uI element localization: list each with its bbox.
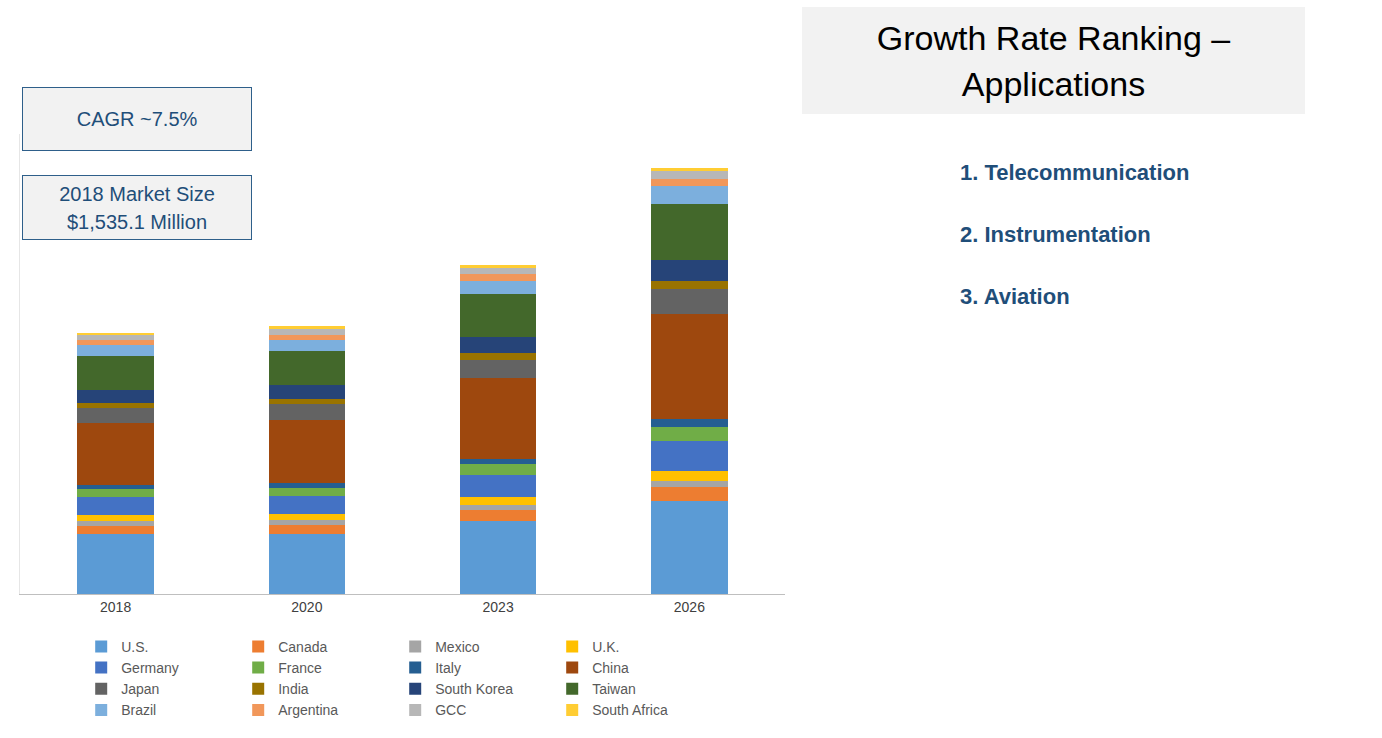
- html-text:3. Aviation: 3. Aviation: [960, 284, 1070, 309]
- svg-text:Taiwan: Taiwan: [592, 681, 636, 697]
- svg-text:Japan: Japan: [121, 681, 159, 697]
- html-text:2018 Market Size: 2018 Market Size: [59, 182, 215, 205]
- svg-text:2020: 2020: [291, 599, 322, 615]
- svg-text:Mexico: Mexico: [435, 639, 480, 655]
- svg-text:Germany: Germany: [121, 660, 179, 676]
- svg-text:China: China: [592, 660, 629, 676]
- html-text:Applications: Applications: [961, 64, 1146, 103]
- html-text:$1,535.1 Million: $1,535.1 Million: [67, 210, 207, 233]
- svg-text:India: India: [278, 681, 309, 697]
- svg-text:South Africa: South Africa: [592, 702, 668, 718]
- svg-text:Italy: Italy: [435, 660, 461, 676]
- svg-text:Brazil: Brazil: [121, 702, 156, 718]
- svg-text:GCC: GCC: [435, 702, 466, 718]
- svg-text:2023: 2023: [483, 599, 514, 615]
- html-text:2. Instrumentation: 2. Instrumentation: [960, 222, 1151, 247]
- svg-text:2018: 2018: [100, 599, 131, 615]
- html-text:CAGR ~7.5%: CAGR ~7.5%: [76, 108, 198, 130]
- svg-text:Canada: Canada: [278, 639, 327, 655]
- svg-text:France: France: [278, 660, 322, 676]
- svg-text:U.K.: U.K.: [592, 639, 619, 655]
- svg-text:2026: 2026: [674, 599, 705, 615]
- svg-text:Argentina: Argentina: [278, 702, 338, 718]
- html-text:Growth Rate Ranking –: Growth Rate Ranking –: [876, 18, 1231, 57]
- svg-text:South Korea: South Korea: [435, 681, 513, 697]
- html-text:1. Telecommunication: 1. Telecommunication: [960, 160, 1190, 185]
- svg-text:U.S.: U.S.: [121, 639, 148, 655]
